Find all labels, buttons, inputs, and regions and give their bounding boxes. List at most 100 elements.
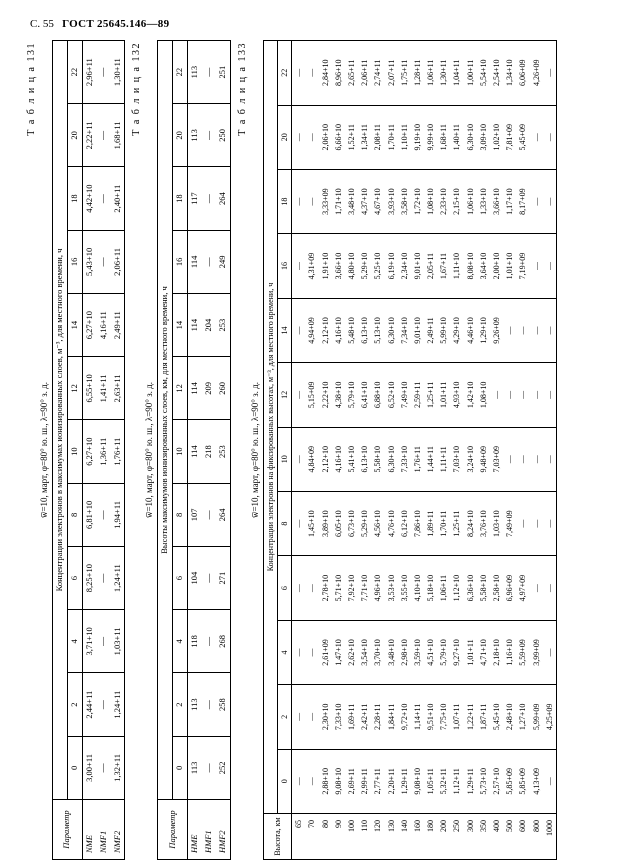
value-cell: 6,27+10 bbox=[82, 294, 96, 357]
height-cell: 400 bbox=[490, 814, 503, 860]
value-cell: — bbox=[202, 736, 216, 799]
value-cell: 1,52+11 bbox=[345, 105, 358, 169]
value-cell: 2,59+11 bbox=[411, 363, 424, 427]
value-cell: — bbox=[292, 749, 306, 813]
value-cell: — bbox=[96, 483, 110, 546]
value-cell: 1,24+11 bbox=[111, 547, 125, 610]
value-cell: — bbox=[202, 673, 216, 736]
hour-header: 22 bbox=[67, 41, 82, 104]
value-cell: 1,45+10 bbox=[305, 491, 318, 555]
value-cell: — bbox=[530, 363, 543, 427]
value-cell: 3,64+10 bbox=[477, 234, 490, 298]
value-cell: — bbox=[96, 230, 110, 293]
value-cell: 8,96+10 bbox=[332, 41, 345, 106]
value-cell: — bbox=[292, 169, 306, 233]
hour-header: 8 bbox=[173, 483, 188, 546]
value-cell: 1,91+10 bbox=[319, 234, 332, 298]
value-cell: 4,16+11 bbox=[96, 294, 110, 357]
value-cell: 264 bbox=[216, 167, 230, 230]
t133-subcaption: Концентрации электронов на фиксированных… bbox=[263, 41, 277, 814]
value-cell: 3,48+10 bbox=[385, 620, 398, 684]
hour-header: 2 bbox=[67, 673, 82, 736]
value-cell: 7,33+10 bbox=[398, 427, 411, 491]
value-cell: 1,29+11 bbox=[398, 749, 411, 813]
value-cell: 9,19+10 bbox=[411, 105, 424, 169]
value-cell: 3,76+10 bbox=[477, 491, 490, 555]
value-cell: 2,22+11 bbox=[82, 104, 96, 167]
value-cell: 114 bbox=[187, 357, 201, 420]
value-cell: — bbox=[96, 167, 110, 230]
table-133-block: Т а б л и ц а 133 w̅=10, март, φ=80° ю. … bbox=[237, 40, 557, 860]
value-cell: 117 bbox=[187, 167, 201, 230]
hour-header: 14 bbox=[173, 294, 188, 357]
value-cell: 2,12+10 bbox=[319, 427, 332, 491]
value-cell: — bbox=[202, 41, 216, 104]
value-cell: 7,49+09 bbox=[503, 491, 516, 555]
value-cell: 3,93+10 bbox=[385, 169, 398, 233]
value-cell: 1,06+11 bbox=[424, 41, 437, 106]
value-cell: 5,45+09 bbox=[516, 105, 529, 169]
value-cell: 2,88+10 bbox=[319, 749, 332, 813]
value-cell: — bbox=[503, 427, 516, 491]
value-cell: 9,26+09 bbox=[490, 298, 503, 362]
value-cell: 5,58+10 bbox=[477, 556, 490, 620]
value-cell: 5,29+10 bbox=[358, 491, 371, 555]
param-cell: HMF2 bbox=[216, 800, 230, 860]
value-cell: 5,48+10 bbox=[345, 298, 358, 362]
value-cell: — bbox=[292, 234, 306, 298]
value-cell: 6,05+10 bbox=[332, 491, 345, 555]
value-cell: 3,53+10 bbox=[385, 556, 398, 620]
height-cell: 1000 bbox=[543, 814, 557, 860]
value-cell: 2,78+10 bbox=[319, 556, 332, 620]
hour-header: 12 bbox=[278, 363, 292, 427]
hour-header: 6 bbox=[278, 556, 292, 620]
value-cell: 5,73+10 bbox=[477, 749, 490, 813]
height-cell: 80 bbox=[319, 814, 332, 860]
hour-header: 16 bbox=[173, 230, 188, 293]
value-cell: 204 bbox=[202, 294, 216, 357]
value-cell: 104 bbox=[187, 547, 201, 610]
value-cell: 1,27+10 bbox=[516, 685, 529, 749]
value-cell: 5,43+10 bbox=[82, 230, 96, 293]
value-cell: 2,96+11 bbox=[82, 41, 96, 104]
height-cell: 120 bbox=[371, 814, 384, 860]
hour-header: 4 bbox=[278, 620, 292, 684]
value-cell: — bbox=[530, 234, 543, 298]
value-cell: — bbox=[543, 427, 557, 491]
value-cell: 4,38+10 bbox=[332, 363, 345, 427]
value-cell: 5,85+09 bbox=[503, 749, 516, 813]
value-cell: — bbox=[305, 620, 318, 684]
value-cell: 5,25+10 bbox=[371, 234, 384, 298]
t132-subcaption: Высоты максимумов ионизированных слоев, … bbox=[158, 41, 173, 800]
value-cell: 2,62+10 bbox=[345, 620, 358, 684]
value-cell: 1,69+11 bbox=[345, 685, 358, 749]
value-cell: 1,30+11 bbox=[111, 41, 125, 104]
value-cell: 1,22+11 bbox=[464, 685, 477, 749]
value-cell: 2,00+10 bbox=[490, 234, 503, 298]
height-cell: 500 bbox=[503, 814, 516, 860]
value-cell: 1,68+11 bbox=[437, 105, 450, 169]
value-cell: 3,59+10 bbox=[411, 620, 424, 684]
value-cell: 9,48+09 bbox=[477, 427, 490, 491]
value-cell: 5,79+10 bbox=[437, 620, 450, 684]
value-cell: 7,03+10 bbox=[450, 427, 463, 491]
value-cell: 1,01+11 bbox=[437, 363, 450, 427]
page-number: С. 55 bbox=[30, 18, 54, 30]
value-cell: 1,36+11 bbox=[96, 420, 110, 483]
value-cell: — bbox=[503, 363, 516, 427]
value-cell: 3,71+10 bbox=[82, 610, 96, 673]
value-cell: — bbox=[490, 363, 503, 427]
value-cell: 4,16+10 bbox=[332, 298, 345, 362]
value-cell: 3,89+10 bbox=[319, 491, 332, 555]
value-cell: 5,54+10 bbox=[477, 41, 490, 106]
table-132: Параметр Высоты максимумов ионизированны… bbox=[157, 40, 230, 860]
hour-header: 14 bbox=[67, 294, 82, 357]
value-cell: 1,68+11 bbox=[111, 104, 125, 167]
height-cell: 70 bbox=[305, 814, 318, 860]
value-cell: — bbox=[516, 491, 529, 555]
value-cell: 5,29+10 bbox=[358, 234, 371, 298]
value-cell: 1,11+10 bbox=[450, 234, 463, 298]
value-cell: 1,16+10 bbox=[503, 620, 516, 684]
value-cell: 1,41+11 bbox=[96, 357, 110, 420]
hour-header: 2 bbox=[173, 673, 188, 736]
